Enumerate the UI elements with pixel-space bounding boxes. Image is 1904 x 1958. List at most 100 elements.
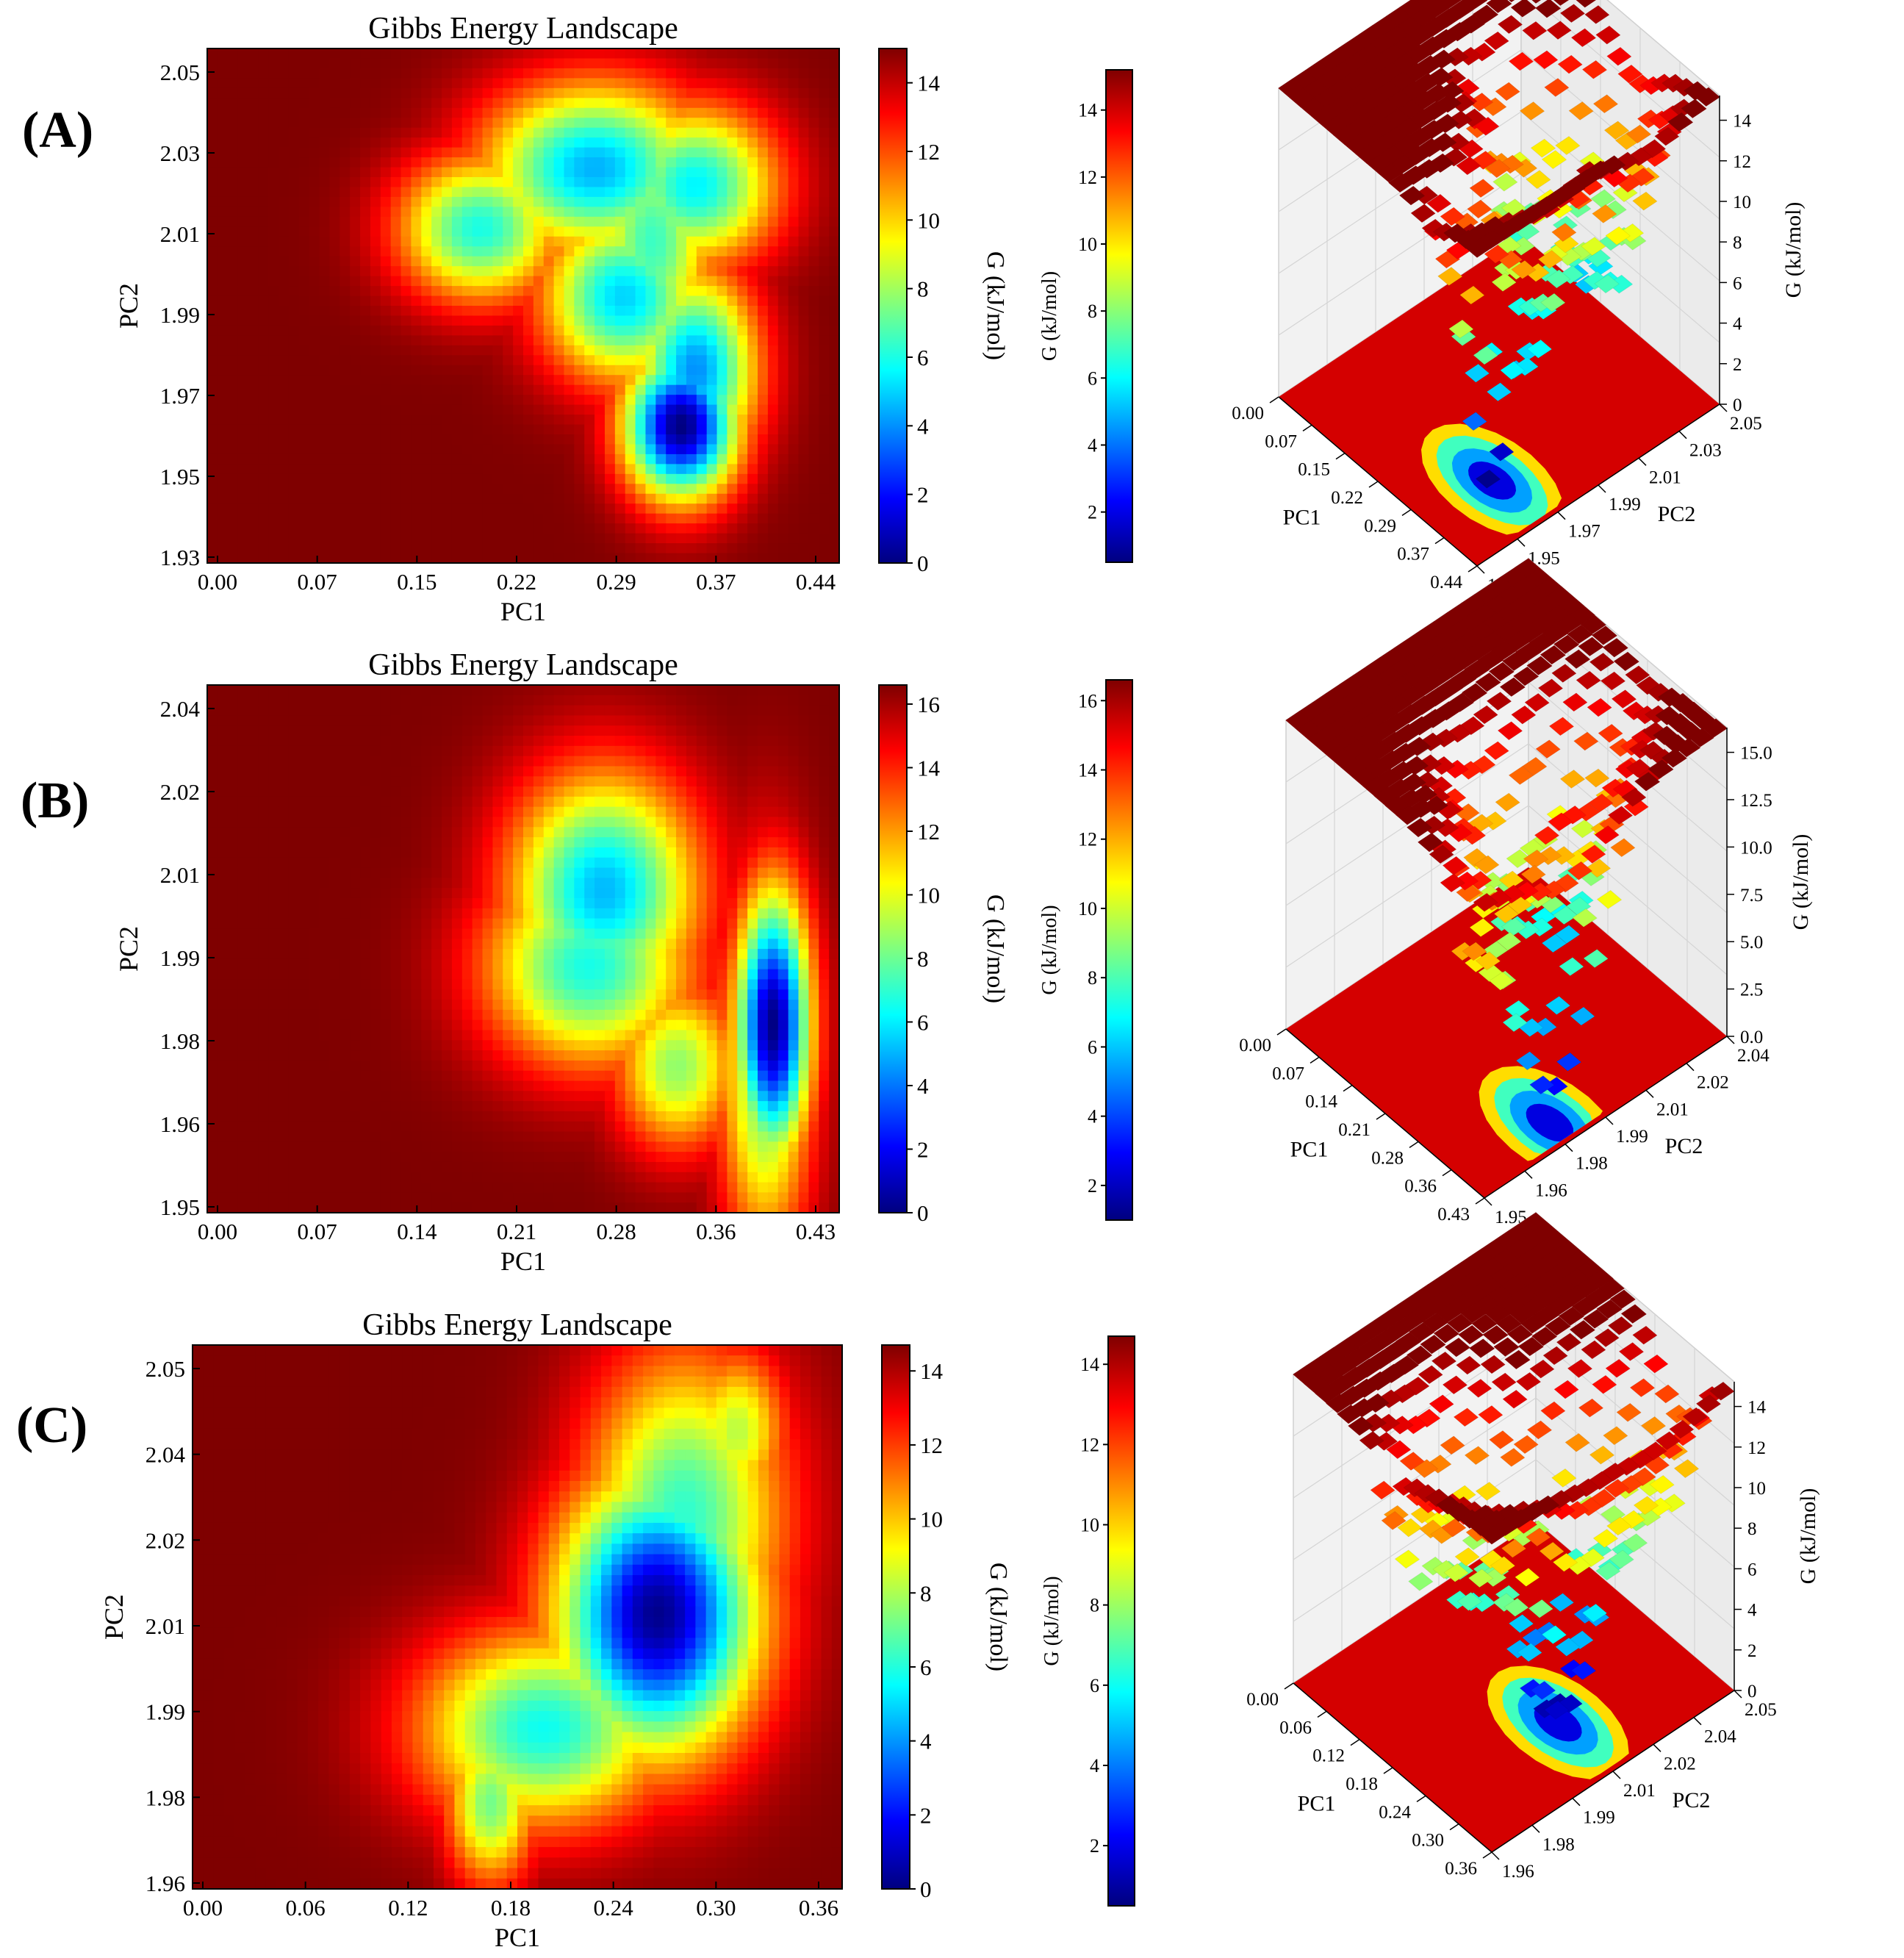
heatmap-cell bbox=[574, 118, 585, 129]
heatmap-cell bbox=[390, 444, 402, 455]
heatmap-cell bbox=[523, 98, 534, 109]
heatmap-cell bbox=[604, 384, 616, 395]
heatmap-cell bbox=[686, 207, 697, 218]
heatmap-cell bbox=[482, 776, 493, 787]
heatmap-cell bbox=[268, 306, 279, 317]
heatmap-cell bbox=[523, 766, 534, 777]
heatmap-cell bbox=[737, 167, 748, 178]
heatmap-cell bbox=[390, 256, 402, 267]
heatmap-cell bbox=[808, 236, 819, 247]
x-tick-label: 0.15 bbox=[397, 569, 437, 595]
heatmap-cell bbox=[655, 725, 667, 736]
surface-face bbox=[1475, 469, 1501, 489]
heatmap-cell bbox=[604, 878, 616, 889]
heatmap-cell bbox=[645, 345, 656, 356]
heatmap-cell bbox=[442, 395, 453, 406]
heatmap-cell bbox=[574, 745, 585, 757]
heatmap-cell bbox=[237, 78, 249, 89]
heatmap-cell bbox=[808, 196, 819, 207]
heatmap-cell bbox=[645, 523, 656, 534]
heatmap-cell bbox=[737, 404, 748, 415]
heatmap-cell bbox=[329, 335, 340, 346]
heatmap-cell bbox=[421, 503, 432, 514]
heatmap-cell bbox=[431, 705, 442, 717]
heatmap-cell bbox=[503, 543, 514, 554]
heatmap-cell bbox=[716, 345, 728, 356]
heatmap-cell bbox=[248, 837, 259, 848]
heatmap-cell bbox=[716, 766, 728, 777]
heatmap-cell bbox=[706, 147, 718, 158]
heatmap-cell bbox=[288, 867, 300, 878]
heatmap-cell bbox=[533, 725, 545, 736]
heatmap-cell bbox=[461, 58, 473, 69]
heatmap-cell bbox=[248, 395, 259, 406]
heatmap-cell bbox=[207, 355, 218, 366]
heatmap-cell bbox=[217, 395, 229, 406]
surface-face bbox=[1500, 361, 1526, 381]
heatmap-cell bbox=[747, 276, 758, 287]
heatmap-cell bbox=[309, 157, 320, 168]
heatmap-cell bbox=[819, 453, 830, 465]
heatmap-cell bbox=[553, 107, 565, 118]
heatmap-cell bbox=[666, 157, 677, 168]
heatmap-cell bbox=[431, 553, 442, 564]
heatmap-cell bbox=[329, 415, 340, 426]
heatmap-cell bbox=[309, 766, 320, 777]
heatmap-cell bbox=[482, 817, 493, 828]
heatmap-cell bbox=[523, 78, 534, 89]
heatmap-cell bbox=[533, 857, 545, 869]
heatmap-cell bbox=[370, 806, 381, 818]
heatmap-cell bbox=[472, 365, 484, 376]
heatmap-cell bbox=[207, 415, 218, 426]
heatmap-cell bbox=[360, 415, 371, 426]
heatmap-cell bbox=[513, 453, 524, 465]
heatmap-cell bbox=[808, 523, 819, 534]
heatmap-cell bbox=[217, 847, 229, 858]
heatmap-cell bbox=[442, 867, 453, 878]
surface-face bbox=[1440, 207, 1465, 226]
surface-face bbox=[1456, 46, 1483, 66]
heatmap-cell bbox=[523, 335, 534, 346]
heatmap-cell bbox=[350, 523, 361, 534]
heatmap-cell bbox=[747, 806, 758, 818]
heatmap-cell bbox=[298, 315, 310, 326]
heatmap-cell bbox=[645, 444, 656, 455]
heatmap-cell bbox=[727, 453, 738, 465]
heatmap-cell bbox=[666, 878, 677, 889]
heatmap-cell bbox=[696, 147, 708, 158]
heatmap-cell bbox=[329, 786, 340, 797]
surface-face bbox=[1526, 339, 1553, 359]
heatmap-cell bbox=[758, 847, 769, 858]
heatmap-cell bbox=[553, 766, 565, 777]
heatmap-cell bbox=[716, 306, 728, 317]
heatmap-cell bbox=[727, 365, 738, 376]
heatmap-cell bbox=[309, 236, 320, 247]
heatmap-cell bbox=[819, 236, 830, 247]
heatmap-cell bbox=[431, 715, 442, 726]
heatmap-cell bbox=[503, 473, 514, 484]
heatmap-cell bbox=[716, 58, 728, 69]
heatmap-cell bbox=[584, 216, 595, 227]
heatmap-cell bbox=[298, 395, 310, 406]
heatmap-cell bbox=[207, 685, 218, 696]
heatmap-cell bbox=[574, 847, 585, 858]
heatmap-cell bbox=[268, 187, 279, 198]
heatmap-cell bbox=[737, 177, 748, 188]
heatmap-cell bbox=[564, 503, 575, 514]
heatmap-cell bbox=[329, 484, 340, 495]
heatmap-cell bbox=[706, 736, 718, 747]
heatmap-cell bbox=[625, 345, 636, 356]
heatmap-cell bbox=[543, 306, 555, 317]
heatmap-cell bbox=[604, 87, 616, 98]
heatmap-cell bbox=[747, 207, 758, 218]
heatmap-cell bbox=[227, 553, 239, 564]
heatmap-cell bbox=[777, 745, 789, 757]
heatmap-cell bbox=[798, 796, 809, 808]
heatmap-cell bbox=[492, 107, 503, 118]
heatmap-cell bbox=[614, 867, 626, 878]
heatmap-cell bbox=[706, 107, 718, 118]
heatmap-cell bbox=[808, 776, 819, 787]
heatmap-cell bbox=[279, 107, 290, 118]
heatmap-cell bbox=[686, 325, 697, 336]
heatmap-cell bbox=[666, 335, 677, 346]
